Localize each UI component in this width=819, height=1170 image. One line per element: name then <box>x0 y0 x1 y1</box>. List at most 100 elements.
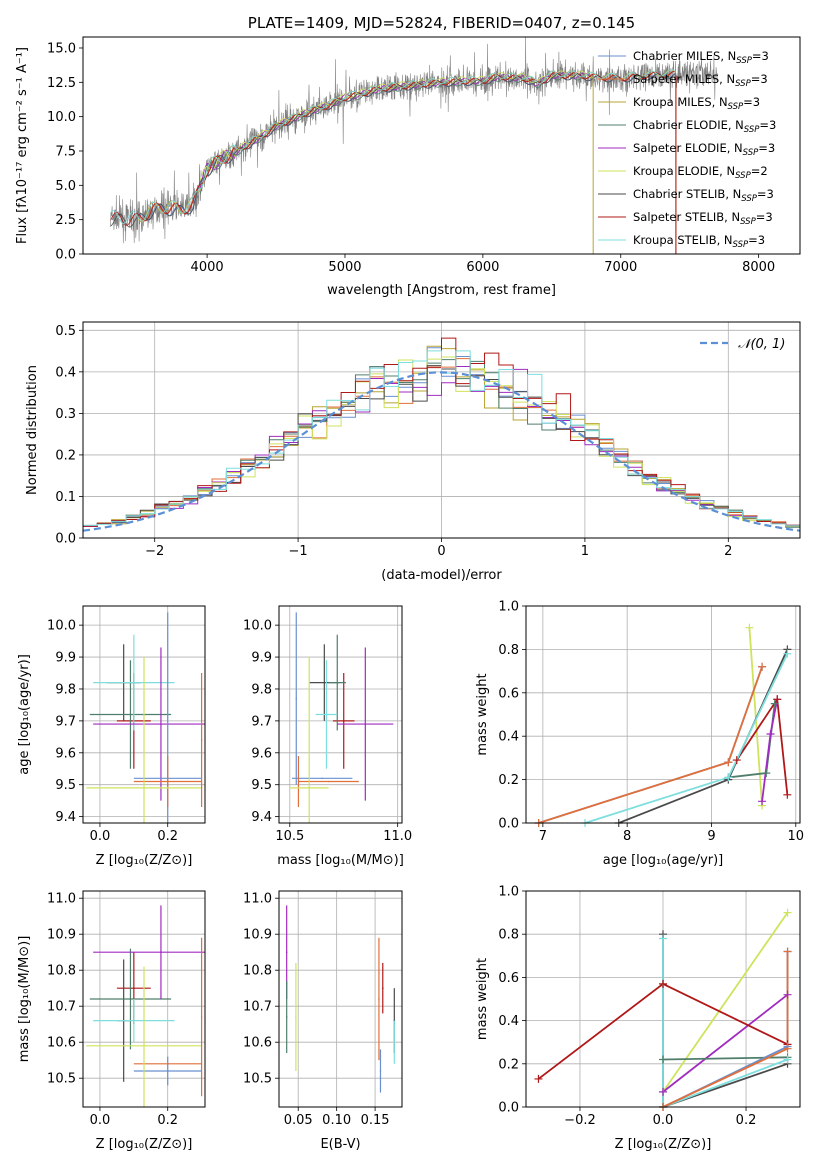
histogram-step-4 <box>83 366 800 527</box>
legend-label-sub: SSP <box>735 79 751 89</box>
plus-marker <box>783 1044 792 1053</box>
y-tick-label: 10.5 <box>47 1072 76 1087</box>
weight-line-3 <box>736 696 789 795</box>
panel-weight-vs-Z: −0.2 0.0 0.2 0.0 0.2 0.4 0.6 0.8 1.0 Z [log₁₀(Z/Z… <box>475 885 801 1152</box>
y-tick-label: 0.0 <box>55 248 76 263</box>
plus-marker <box>724 773 733 782</box>
y-tick-label: 11.0 <box>243 892 272 907</box>
data-point <box>143 1045 145 1047</box>
plus-marker <box>758 797 767 806</box>
plus-marker <box>773 695 782 704</box>
x-tick-label: 2 <box>724 544 732 559</box>
x-axis-label: E(B-V) <box>320 1137 360 1152</box>
y-tick-label: 10.7 <box>47 1000 76 1015</box>
y-tick-label: 1.0 <box>498 600 519 615</box>
y-axis-label: mass weight <box>475 958 490 1040</box>
normal-curve <box>83 371 800 532</box>
histogram-step-8 <box>83 350 800 527</box>
plus-marker <box>783 1055 792 1064</box>
axes-frame <box>278 605 403 824</box>
plot-area-mass-vs-Z <box>86 905 205 1107</box>
axes-frame <box>278 890 403 1108</box>
legend-label-tail: =3 <box>743 95 760 109</box>
y-tick-label: 0.8 <box>498 928 519 943</box>
data-point <box>200 739 203 741</box>
y-tick-label: 0.6 <box>498 971 519 986</box>
x-tick-label: 0.2 <box>736 1113 757 1128</box>
axes-frame <box>525 890 801 1108</box>
plus-marker <box>770 699 779 708</box>
data-point <box>378 998 380 1000</box>
legend-label-main: Chabrier STELIB, N <box>633 187 741 201</box>
legend-label: Kroupa ELODIE, NSSP=2 <box>633 164 768 181</box>
y-tick-label: 0.0 <box>55 532 76 547</box>
axes-frame <box>525 605 801 824</box>
x-tick-label: 5000 <box>328 260 361 275</box>
y-tick-label: 10.5 <box>243 1072 272 1087</box>
data-point <box>364 723 367 725</box>
legend-label: Chabrier STELIB, NSSP=3 <box>633 187 774 204</box>
data-point <box>295 1016 297 1018</box>
axes-frame <box>82 321 801 539</box>
y-tick-label: 10.9 <box>47 928 76 943</box>
panel-weight-vs-age: 7 8 9 10 0.0 0.2 0.4 0.6 0.8 1.0 age [log₁₀(age/yr… <box>475 600 804 869</box>
x-tick-label: 11.0 <box>383 829 412 844</box>
panel-residuals: −2 −1 0 1 2 0.0 0.1 0.2 0.3 0.4 0.5 𝒩(0, 1) (data-mo… <box>25 321 801 583</box>
axes-frame <box>82 890 206 1108</box>
legend-label-tail: =3 <box>751 72 768 86</box>
y-tick-label: 5.0 <box>55 179 76 194</box>
x-tick-label: 0.0 <box>90 829 111 844</box>
y-tick-label: 1.0 <box>498 885 519 900</box>
model-line-5 <box>199 70 594 181</box>
plus-marker <box>783 947 792 956</box>
plus-marker <box>745 623 754 632</box>
plus-marker <box>766 730 775 739</box>
x-tick-label: 8 <box>623 829 631 844</box>
legend-label-tail: =3 <box>748 233 765 247</box>
x-axis-label: age [log₁₀(age/yr)] <box>603 853 724 868</box>
weight-line-0 <box>662 912 789 1093</box>
y-tick-label: 10.0 <box>243 619 272 634</box>
legend-label-sub: SSP <box>741 194 757 204</box>
weight-line-0 <box>748 627 763 806</box>
y-axis-label: Normed distribution <box>25 365 40 495</box>
legend-label-tail: =3 <box>759 118 776 132</box>
x-tick-label: 10 <box>788 829 805 844</box>
y-tick-label: 0.5 <box>55 324 76 339</box>
y-tick-label: 9.4 <box>251 810 272 825</box>
y-tick-label: 9.9 <box>55 651 76 666</box>
y-tick-label: 0.2 <box>498 773 519 788</box>
plot-area-mass-vs-EBV <box>285 905 396 1093</box>
legend-label: Kroupa MILES, NSSP=3 <box>633 95 760 112</box>
x-axis-label: Z [log₁₀(Z/Z⊙)] <box>96 853 193 868</box>
plus-marker <box>659 979 667 988</box>
y-tick-label: 0.1 <box>55 490 76 505</box>
y-tick-label: 9.5 <box>55 778 76 793</box>
legend-label-main: Kroupa MILES, N <box>633 95 728 109</box>
x-tick-label: 0.2 <box>157 829 178 844</box>
plot-area-weight-vs-age <box>538 627 789 823</box>
data-point <box>285 951 288 953</box>
x-tick-label: −1 <box>289 544 308 559</box>
x-tick-label: 0.0 <box>653 1113 674 1128</box>
y-tick-label: 0.6 <box>498 686 519 701</box>
panel-age-vs-mass: 10.5 11.0 9.4 9.5 9.6 9.7 9.8 9.9 10.0 mass [log₁… <box>243 605 412 868</box>
data-point <box>133 681 135 684</box>
x-tick-label: 0.10 <box>322 1113 351 1128</box>
data-point <box>295 697 298 700</box>
weight-line-5 <box>662 938 788 1107</box>
data-point <box>379 1070 382 1072</box>
data-point <box>129 998 132 1000</box>
y-tick-label: 9.5 <box>251 778 272 793</box>
x-axis-label: mass [log₁₀(M/M⊙)] <box>277 853 404 868</box>
y-tick-label: 0.2 <box>55 448 76 463</box>
axes-frame <box>82 36 801 255</box>
data-point <box>321 777 323 780</box>
legend-label-tail: =3 <box>756 210 773 224</box>
legend-label: Salpeter MILES, NSSP=3 <box>633 72 768 89</box>
plus-marker <box>783 649 792 658</box>
x-tick-label: −2 <box>145 544 164 559</box>
legend-label-main: Kroupa STELIB, N <box>633 233 733 247</box>
weight-line-6 <box>538 666 763 823</box>
x-tick-label: 0 <box>437 544 445 559</box>
